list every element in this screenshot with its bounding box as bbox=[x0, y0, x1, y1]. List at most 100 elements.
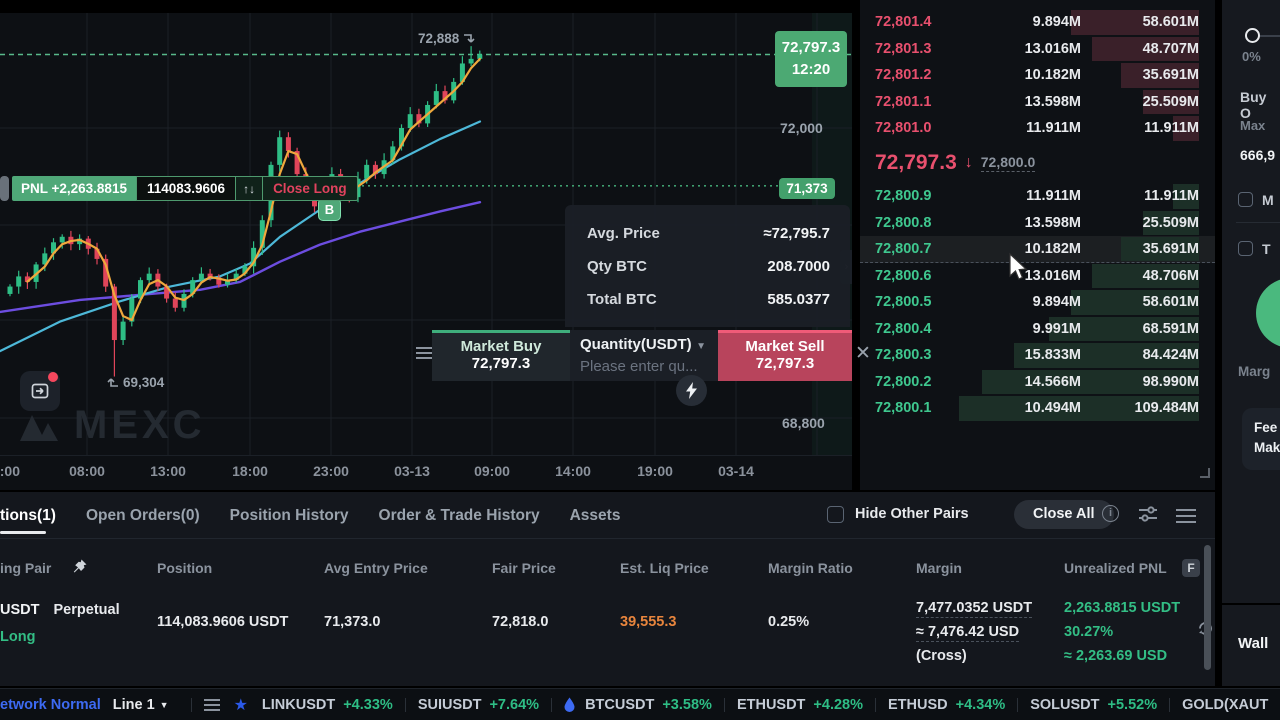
time-axis[interactable]: 3:00 08:00 13:00 18:00 23:00 03-13 09:00 14:00 1… bbox=[0, 455, 852, 487]
tab-tions-1-[interactable]: tions(1) bbox=[0, 507, 56, 534]
orderbook-row[interactable]: 72,801.1 13.598M 25.509M bbox=[860, 89, 1215, 116]
droplet-icon bbox=[564, 697, 575, 712]
orderbook-row[interactable]: 72,801.0 11.911M 11.911M bbox=[860, 115, 1215, 142]
mouse-cursor bbox=[1009, 252, 1028, 280]
depth-bar bbox=[1173, 116, 1199, 141]
funding-badge[interactable]: F bbox=[1182, 559, 1200, 577]
chevron-down-icon[interactable]: ▼ bbox=[159, 699, 169, 710]
total-cell: 11.911M bbox=[1144, 120, 1199, 137]
depth-bar bbox=[1049, 316, 1199, 341]
price-cell: 72,800.2 bbox=[875, 373, 932, 390]
leverage-slider-knob[interactable] bbox=[1245, 28, 1260, 43]
total-cell: 25.509M bbox=[1142, 93, 1199, 110]
widget-menu-icon[interactable] bbox=[416, 344, 432, 362]
resize-handle[interactable] bbox=[1200, 468, 1210, 478]
network-status[interactable]: etwork Normal bbox=[0, 696, 101, 713]
ticker-item-gold-xaut[interactable]: GOLD(XAUT bbox=[1182, 697, 1268, 713]
ask-rows[interactable]: 72,801.4 9.894M 58.601M 72,801.3 13.016M 48.7… bbox=[860, 9, 1215, 142]
index-price[interactable]: 72,800.0 bbox=[980, 154, 1036, 172]
margin-label: Marg bbox=[1238, 364, 1271, 379]
total-cell: 35.691M bbox=[1142, 240, 1199, 257]
tab-position-history[interactable]: Position History bbox=[229, 507, 349, 524]
open-long-button[interactable] bbox=[1256, 278, 1280, 348]
market-sell-button[interactable]: Market Sell 72,797.3 bbox=[718, 330, 852, 381]
orderbook-row[interactable]: 72,800.1 10.494M 109.484M bbox=[860, 395, 1215, 422]
total-cell: 48.707M bbox=[1142, 40, 1199, 57]
open-position-tag[interactable]: PNL +2,263.8815 114083.9606 ↑↓ Close Lon… bbox=[0, 176, 358, 201]
chevron-down-icon[interactable]: ▼ bbox=[696, 341, 707, 352]
hide-other-pairs-checkbox[interactable] bbox=[827, 506, 844, 523]
scrollbar[interactable] bbox=[1204, 545, 1211, 670]
ticker-item-suiusdt[interactable]: SUIUSDT +7.64% bbox=[418, 697, 539, 713]
order-book[interactable]: 72,801.4 9.894M 58.601M 72,801.3 13.016M 48.7… bbox=[860, 0, 1215, 490]
orderbook-row[interactable]: 72,801.3 13.016M 48.707M bbox=[860, 36, 1215, 63]
orderbook-row[interactable]: 72,800.8 13.598M 25.509M bbox=[860, 210, 1215, 237]
line-selector[interactable]: Line 1 bbox=[112, 696, 155, 713]
price-down-arrow-icon: ↓ bbox=[964, 154, 973, 171]
checkbox-label: M bbox=[1262, 192, 1274, 208]
chart-high-annotation: 72,888 bbox=[418, 31, 476, 46]
last-price-row[interactable]: 72,797.3 ↓ 72,800.0 bbox=[860, 146, 1215, 180]
tab-open-orders-0-[interactable]: Open Orders(0) bbox=[85, 507, 200, 524]
orderbook-row[interactable]: 72,800.5 9.894M 58.601M bbox=[860, 289, 1215, 316]
bid-rows[interactable]: 72,800.9 11.911M 11.911M 72,800.8 13.598M 25.… bbox=[860, 183, 1215, 422]
reverse-position-icon[interactable]: ↑↓ bbox=[236, 176, 264, 201]
total-cell: 98.990M bbox=[1142, 373, 1199, 390]
ticker-item-ethusd[interactable]: ETHUSD +4.34% bbox=[888, 697, 1005, 713]
favorites-star-icon[interactable]: ★ bbox=[233, 696, 248, 714]
close-icon[interactable]: ✕ bbox=[855, 343, 871, 364]
quantity-input[interactable]: Quantity(USDT) ▼ Please enter qu... bbox=[570, 330, 718, 381]
divider bbox=[551, 697, 553, 712]
price-cell: 72,801.0 bbox=[875, 120, 932, 137]
orderbook-row[interactable]: 72,800.6 13.016M 48.706M bbox=[860, 263, 1215, 290]
filter-settings-icon[interactable] bbox=[1138, 505, 1158, 523]
pin-icon[interactable] bbox=[72, 558, 88, 574]
price-cell: 72,801.4 bbox=[875, 14, 932, 31]
total-cell: 11.911M bbox=[1144, 188, 1199, 205]
cell-line: 7,477.0352 USDT bbox=[916, 600, 1033, 618]
divider bbox=[1017, 697, 1019, 712]
tooltip-row: Total BTC 585.0377 bbox=[587, 283, 830, 316]
market-buy-button[interactable]: Market Buy 72,797.3 bbox=[432, 330, 570, 381]
chart-top-bar bbox=[0, 0, 852, 13]
ticker-pair: SUIUSDT bbox=[417, 696, 482, 713]
quantity-cell: 10.494M bbox=[1024, 400, 1081, 417]
tooltip-label: Qty BTC bbox=[587, 258, 647, 275]
ticker-pair: GOLD(XAUT bbox=[1182, 696, 1269, 713]
bent-arrow-icon bbox=[107, 378, 118, 387]
menu-icon[interactable] bbox=[1176, 505, 1196, 527]
margin-cell[interactable]: 7,477.0352 USDT ≈ 7,476.42 USD (Cross) bbox=[916, 596, 1033, 668]
price-cell: 72,801.2 bbox=[875, 67, 932, 84]
ticker-item-ethusdt[interactable]: ETHUSDT +4.28% bbox=[737, 697, 863, 713]
quantity-cell: 11.911M bbox=[1026, 120, 1081, 137]
quick-trade-bar: Market Buy 72,797.3 Quantity(USDT) ▼ Ple… bbox=[432, 330, 852, 381]
flash-trade-button[interactable] bbox=[676, 375, 707, 406]
ticker-menu-icon[interactable] bbox=[203, 696, 220, 714]
price-axis-label: 72,000 bbox=[780, 120, 823, 136]
orderbook-row[interactable]: 72,801.2 10.182M 35.691M bbox=[860, 62, 1215, 89]
orderbook-row[interactable]: 72,800.4 9.991M 68.591M bbox=[860, 316, 1215, 343]
ticker-item-linkusdt[interactable]: LINKUSDT +4.33% bbox=[262, 697, 393, 713]
drag-handle[interactable] bbox=[0, 176, 9, 201]
close-long-button[interactable]: Close Long bbox=[263, 176, 358, 201]
info-icon[interactable]: i bbox=[1102, 505, 1119, 522]
table-headers: F ing Pair Position Avg Entry Price Fair Pr… bbox=[0, 558, 1215, 580]
orderbook-row[interactable]: 72,800.7 10.182M 35.691M bbox=[860, 236, 1215, 263]
orderbook-row[interactable]: 72,800.3 15.833M 84.424M bbox=[860, 342, 1215, 369]
bottom-tabs[interactable]: tions(1) Open Orders(0) Position History Or… bbox=[0, 500, 621, 534]
tab-order-trade-history[interactable]: Order & Trade History bbox=[378, 507, 540, 524]
ticker-item-solusdt[interactable]: SOLUSDT +5.52% bbox=[1030, 697, 1157, 713]
ticker-item-btcusdt[interactable]: BTCUSDT +3.58% bbox=[564, 697, 712, 713]
ticker-list[interactable]: LINKUSDT +4.33% SUIUSDT +7.64% BTCUSDT +3.58%… bbox=[262, 697, 1268, 713]
checkbox[interactable] bbox=[1238, 241, 1253, 256]
price-cell: 72,800.6 bbox=[875, 267, 932, 284]
orderbook-row[interactable]: 72,800.9 11.911M 11.911M bbox=[860, 183, 1215, 210]
orderbook-row[interactable]: 72,801.4 9.894M 58.601M bbox=[860, 9, 1215, 36]
slider-track[interactable] bbox=[1258, 35, 1280, 37]
checkbox[interactable] bbox=[1238, 192, 1253, 207]
orderbook-row[interactable]: 72,800.2 14.566M 98.990M bbox=[860, 369, 1215, 396]
tab-assets[interactable]: Assets bbox=[569, 507, 621, 524]
buy-order-marker[interactable]: B bbox=[318, 198, 341, 221]
close-all-button[interactable]: Close All bbox=[1014, 500, 1114, 529]
